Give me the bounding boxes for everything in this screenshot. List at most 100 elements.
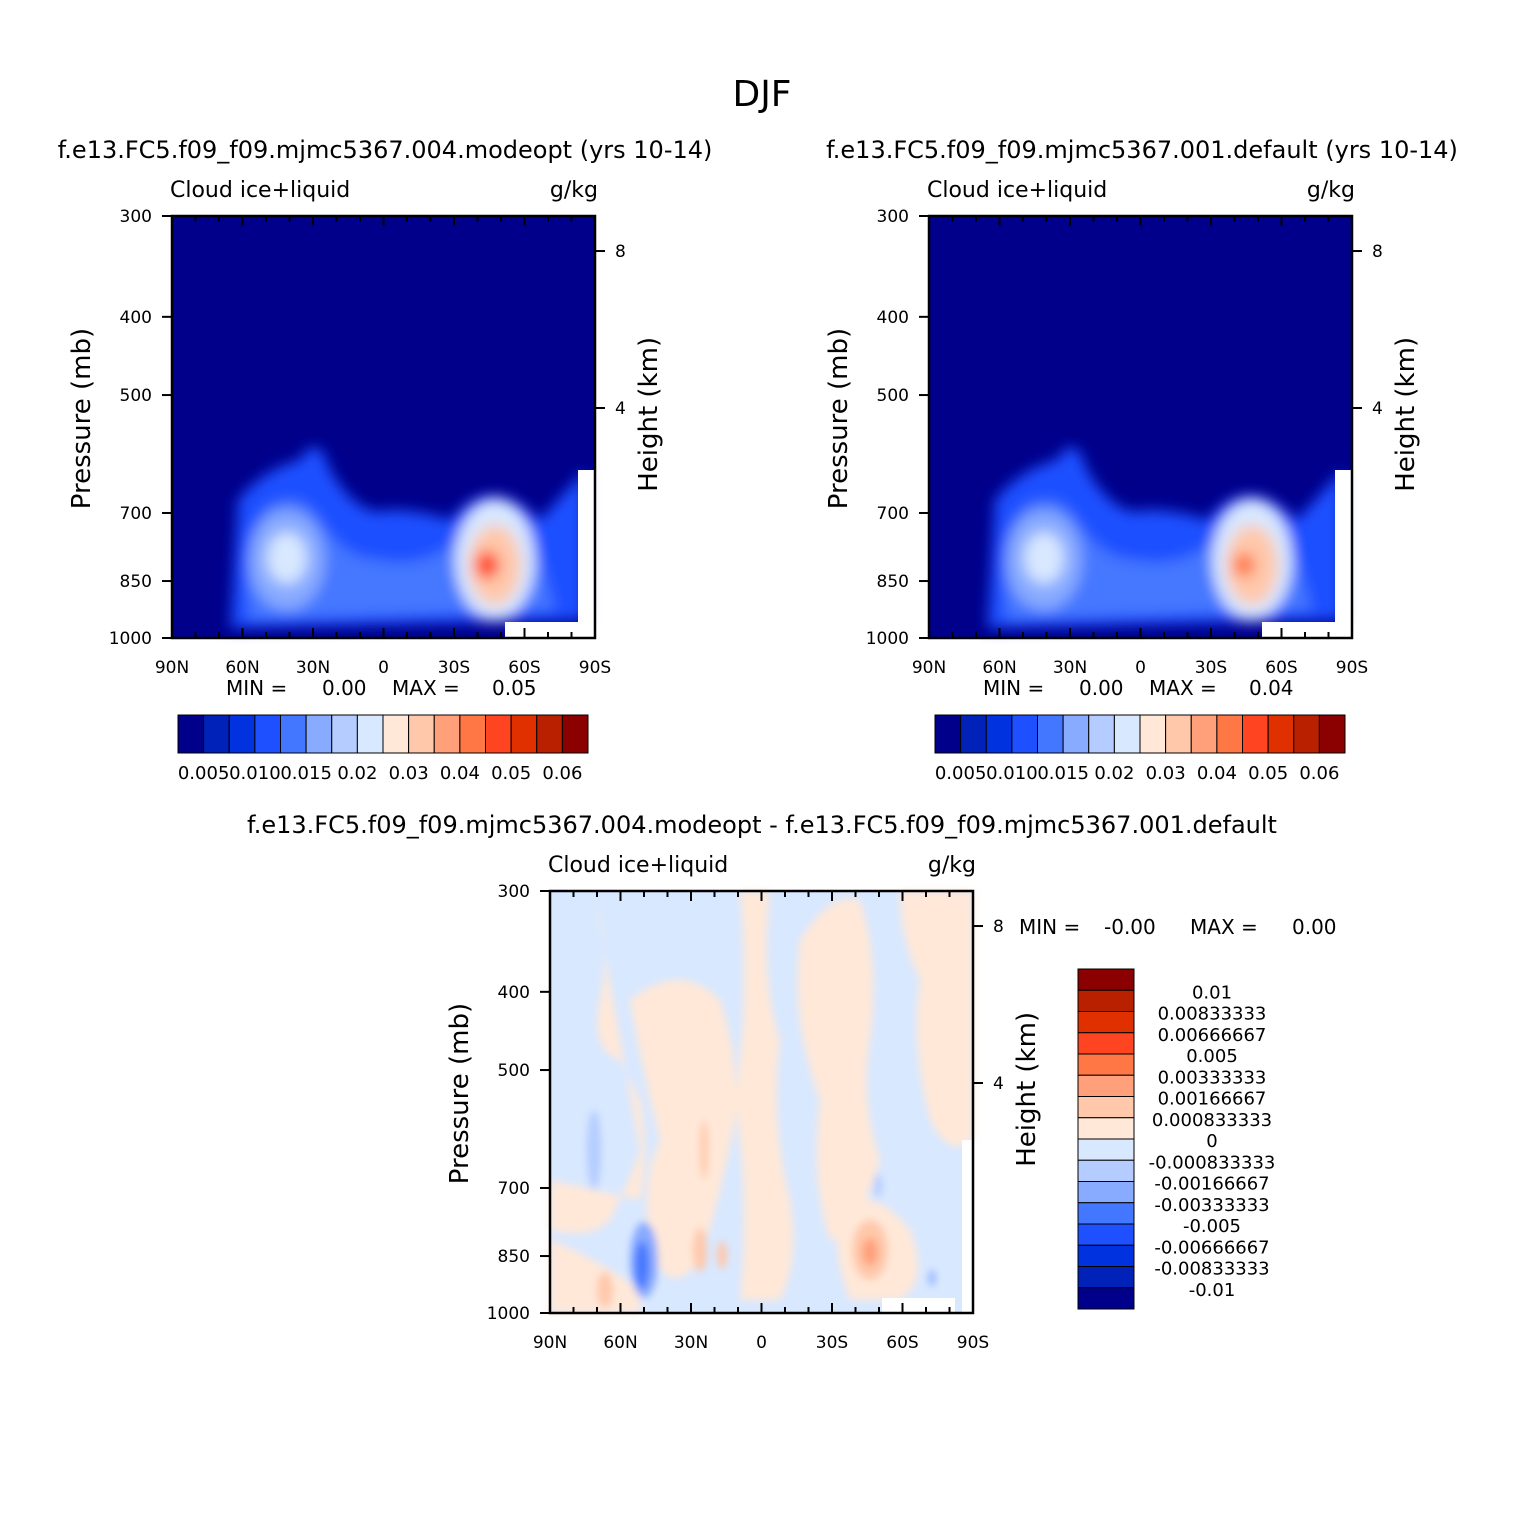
panel-b-y-tick-label: 300 — [877, 207, 909, 227]
panel-diff-colorbar-label: -0.01 — [1189, 1280, 1236, 1301]
panel-a-min-label: MIN = — [226, 676, 287, 700]
panel-b-y-tick-label: 1000 — [866, 629, 909, 649]
panel-a-y-tick-label: 850 — [120, 572, 152, 592]
panel-diff-pos-6 — [717, 1241, 727, 1269]
panel-diff-colorbar-swatch — [1077, 1159, 1135, 1182]
panel-b-min-value: 0.00 — [1079, 676, 1124, 700]
panel-b-colorbar-swatch — [1037, 714, 1064, 754]
panel-diff-colorbar-swatch — [1077, 1117, 1135, 1140]
panel-diff-colorbar-label: -0.00166667 — [1154, 1174, 1269, 1195]
panel-diff-colorbar-swatch — [1077, 1138, 1135, 1161]
panel-a-x-tick-label: 60S — [508, 658, 540, 678]
panel-b-y-tick-label: 850 — [877, 572, 909, 592]
panel-diff-positive-band-4 — [797, 898, 880, 1240]
panel-diff-positive-band-2 — [630, 980, 736, 1278]
panel-diff-colorbar-label: 0.00666667 — [1158, 1025, 1267, 1046]
panel-diff-x-tick-label: 30S — [816, 1333, 848, 1353]
panel-b-colorbar-swatch — [1165, 714, 1192, 754]
panel-diff-y-tick-label: 700 — [498, 1179, 530, 1199]
panel-diff-colorbar-label: -0.00333333 — [1154, 1195, 1269, 1216]
panel-b-y-axis-title: Pressure (mb) — [824, 328, 854, 509]
panel-a-colorbar-label: 0.010 — [229, 763, 281, 784]
panel-diff-colorbar-swatch — [1077, 1074, 1135, 1097]
panel-b-colorbar-swatch — [1293, 714, 1320, 754]
panel-diff-neg-3 — [635, 1241, 649, 1289]
panel-a-max-label: MAX = — [392, 676, 460, 700]
panel-diff-y2-axis-title: Height (km) — [1012, 1012, 1042, 1167]
panel-a-x-tick-label: 60N — [225, 658, 259, 678]
panel-b-x-tick-label: 30N — [1053, 658, 1087, 678]
panel-b-colorbar-swatch — [1216, 714, 1243, 754]
panel-diff-colorbar-label: 0.005 — [1186, 1046, 1238, 1067]
panel-b-nh-core — [1024, 532, 1064, 584]
panel-b-colorbar-label: 0.02 — [1094, 763, 1134, 784]
panel-diff-missing-data-edge — [962, 1140, 973, 1313]
panel-diff-min-value: -0.00 — [1104, 915, 1156, 939]
panel-a-colorbar-label: 0.05 — [491, 763, 531, 784]
panel-b-colorbar-swatch — [1190, 714, 1218, 754]
panel-a-colorbar-swatch — [382, 714, 410, 754]
panel-b-colorbar-label: 0.03 — [1146, 763, 1186, 784]
panel-b-contours — [987, 447, 1342, 638]
panel-diff-colorbar-swatch — [1077, 1223, 1135, 1246]
panel-a-missing-data-edge — [578, 470, 595, 638]
panel-diff-colorbar-label: 0.01 — [1192, 982, 1232, 1003]
panel-b-colorbar-swatch — [1062, 714, 1090, 754]
panel-diff: f.e13.FC5.f09_f09.mjmc5367.004.modeopt -… — [247, 811, 1337, 1353]
panel-a-colorbar-swatch — [331, 714, 358, 754]
panel-a-colorbar-swatch — [536, 714, 563, 754]
panel-diff-y-axis-title: Pressure (mb) — [445, 1003, 475, 1184]
panel-diff-colorbar-label: 0.00833333 — [1158, 1004, 1267, 1025]
panel-diff-x-tick-label: 90S — [957, 1333, 989, 1353]
panel-b-units-label: g/kg — [1307, 178, 1355, 203]
panel-b-title: f.e13.FC5.f09_f09.mjmc5367.001.default (… — [826, 136, 1458, 164]
panel-a-x-tick-label: 0 — [378, 658, 389, 678]
panel-diff-colorbar: 0.010.008333330.006666670.0050.003333330… — [1077, 968, 1275, 1310]
panel-a-variable-label: Cloud ice+liquid — [170, 178, 350, 203]
panel-diff-y-tick-label: 850 — [498, 1247, 530, 1267]
panel-a-colorbar-swatch — [280, 714, 307, 754]
panel-b-colorbar-swatch — [934, 714, 962, 754]
panel-diff-positive-band-1 — [550, 900, 645, 1234]
panel-a-units-label: g/kg — [550, 178, 598, 203]
panel-a-colorbar-swatch — [433, 714, 461, 754]
panel-a-min-value: 0.00 — [322, 676, 367, 700]
panel-b-y-tick-label: 400 — [877, 308, 909, 328]
panel-diff-x-tick-label: 0 — [756, 1333, 767, 1353]
panel-b-y2-axis-title: Height (km) — [1391, 337, 1421, 492]
panel-a-colorbar-swatch — [510, 714, 538, 754]
panel-a-x-tick-label: 90N — [155, 658, 189, 678]
panel-diff-pos-5 — [700, 1120, 708, 1180]
panel-b-x-tick-label: 60S — [1265, 658, 1297, 678]
panel-diff-colorbar-swatch — [1077, 1202, 1135, 1225]
panel-diff-variable-label: Cloud ice+liquid — [548, 853, 728, 878]
panel-diff-y-tick-label: 400 — [498, 983, 530, 1003]
panel-a-colorbar-swatch — [561, 714, 589, 754]
panel-a-y2-axis-title: Height (km) — [634, 337, 664, 492]
panel-a-colorbar-swatch — [305, 714, 333, 754]
page-title: DJF — [732, 74, 791, 115]
panel-b-variable-label: Cloud ice+liquid — [927, 178, 1107, 203]
panel-diff-colorbar-swatch — [1077, 1181, 1135, 1204]
panel-b-colorbar-swatch — [1088, 714, 1115, 754]
panel-diff-colorbar-swatch — [1077, 989, 1135, 1012]
panel-b-colorbar-swatch — [1242, 714, 1269, 754]
panel-b-y-tick-label: 700 — [877, 504, 909, 524]
panel-diff-max-value: 0.00 — [1292, 915, 1337, 939]
panel-b-colorbar-label: 0.015 — [1037, 763, 1089, 784]
panel-b-colorbar-label: 0.04 — [1197, 763, 1237, 784]
panel-diff-axes: 90N 60N 30N 0 30S 60S 90S 300 400 500 700 850 1000 8 4… — [445, 882, 1042, 1353]
panel-b-max-label: MAX = — [1149, 676, 1217, 700]
panel-diff-colorbar-swatch — [1077, 1096, 1135, 1119]
panel-diff-x-tick-label: 90N — [533, 1333, 567, 1353]
panel-diff-colorbar-swatch — [1077, 1244, 1135, 1267]
panel-a-colorbar-swatch — [254, 714, 281, 754]
panel-b: f.e13.FC5.f09_f09.mjmc5367.001.default (… — [824, 136, 1458, 784]
panel-b-min-label: MIN = — [983, 676, 1044, 700]
panel-diff-missing-data — [882, 1298, 955, 1313]
panel-diff-positive-band-7 — [550, 1240, 640, 1313]
panel-b-colorbar-swatch — [1139, 714, 1167, 754]
panel-diff-contours — [550, 891, 973, 1313]
panel-a-colorbar-swatch — [177, 714, 205, 754]
